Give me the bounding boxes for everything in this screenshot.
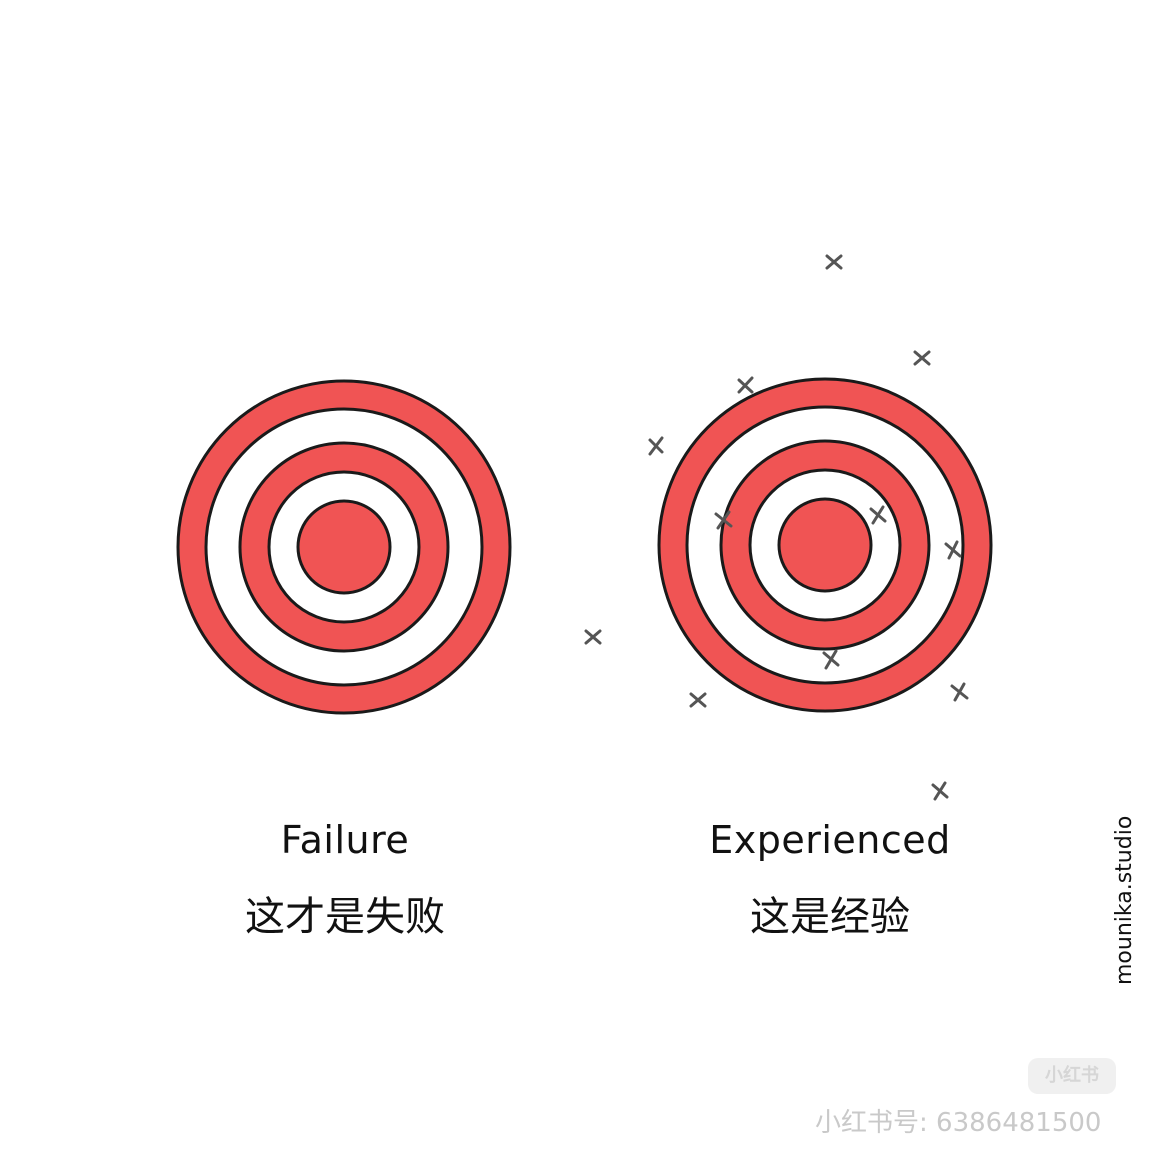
target-bullseye (777, 497, 873, 593)
hit-marks (584, 254, 969, 801)
hit-mark-x (737, 376, 754, 394)
watermark-logo: 小红书 (1028, 1058, 1116, 1094)
target-bullseye (296, 499, 392, 595)
artist-signature: mounika.studio (1112, 815, 1137, 985)
target-experienced (657, 377, 993, 713)
hit-mark-x (822, 649, 840, 670)
hit-mark-x (931, 781, 949, 801)
watermark-account: 小红书号: 6386481500 (815, 1108, 1102, 1138)
caption-failure-english: Failure (280, 818, 410, 862)
caption-experienced-chinese: 这是经验 (750, 894, 910, 940)
hit-mark-x (689, 692, 707, 708)
caption-experienced-english: Experienced (709, 818, 951, 862)
caption-failure-chinese: 这才是失败 (245, 894, 445, 940)
hit-mark-x (825, 254, 843, 270)
hit-mark-x (944, 540, 962, 560)
hit-mark-x (950, 682, 969, 702)
target-failure (176, 379, 512, 715)
hit-mark-x (913, 350, 931, 366)
hit-mark-x (714, 510, 733, 530)
hit-mark-x (584, 629, 602, 645)
hit-mark-x (869, 505, 887, 525)
hit-mark-x (648, 436, 664, 456)
